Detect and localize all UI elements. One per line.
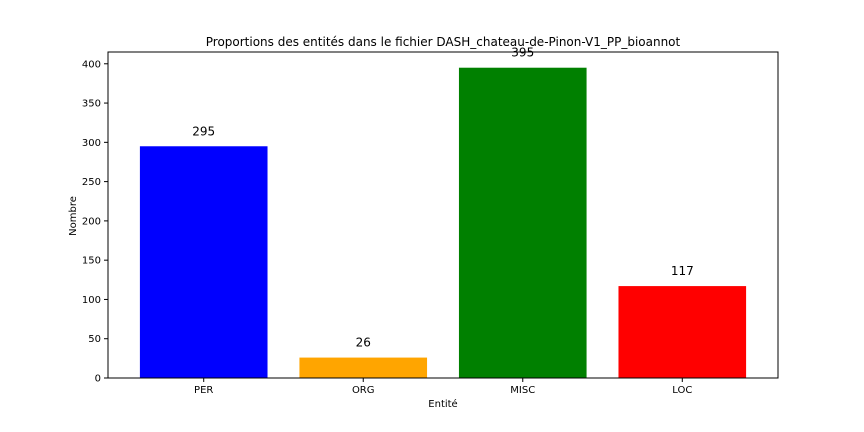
y-tick-label: 400 — [82, 59, 101, 70]
chart-title: Proportions des entités dans le fichier … — [206, 35, 681, 49]
y-tick-label: 300 — [82, 138, 101, 149]
y-axis-label: Nombre — [68, 196, 79, 236]
bar-misc — [458, 67, 587, 379]
x-tick-label-org: ORG — [352, 385, 375, 396]
plot-area: 295 PER 26 ORG 395 MISC 117 LOC 0 50 100 150 200 250 3… — [82, 46, 779, 396]
y-tick-label: 350 — [82, 99, 101, 110]
x-tick-label-misc: MISC — [510, 385, 535, 396]
bar-org — [299, 357, 428, 378]
data-label-org: 26 — [356, 336, 371, 350]
bar-loc — [618, 286, 747, 378]
y-tick-label: 0 — [95, 374, 101, 385]
x-tick-label-loc: LOC — [672, 385, 692, 396]
plot-frame — [107, 51, 779, 379]
x-tick-label-per: PER — [194, 385, 213, 396]
data-label-misc: 395 — [511, 46, 534, 60]
x-axis-label: Entité — [428, 398, 457, 410]
y-tick-label: 100 — [82, 295, 101, 306]
y-tick-label: 150 — [82, 256, 101, 267]
y-tick-label: 250 — [82, 177, 101, 188]
data-label-loc: 117 — [671, 264, 694, 278]
y-tick-label: 50 — [88, 334, 101, 345]
y-tick-label: 200 — [82, 216, 101, 227]
bar-per — [139, 146, 268, 378]
data-label-per: 295 — [192, 124, 215, 138]
